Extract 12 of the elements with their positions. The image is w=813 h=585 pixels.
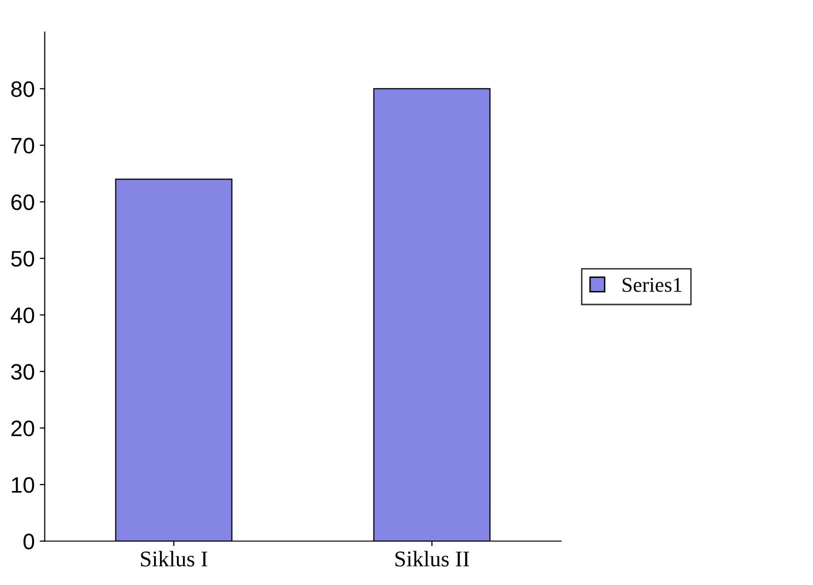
- legend-label: Series1: [622, 278, 682, 292]
- y-tick-label: 60: [11, 194, 34, 210]
- x-tick-label: Siklus II: [395, 550, 470, 566]
- y-tick-label: 30: [11, 364, 34, 380]
- y-tick-label: 40: [10, 307, 34, 324]
- y-tick-label: 10: [12, 477, 34, 493]
- x-tick-label: Siklus I: [141, 550, 208, 566]
- y-tick-label: 50: [11, 250, 34, 267]
- y-tick-label: 80: [11, 81, 34, 97]
- y-tick-label: 0: [24, 534, 34, 550]
- y-tick-label: 20: [11, 420, 34, 436]
- y-tick-label: 70: [11, 138, 34, 154]
